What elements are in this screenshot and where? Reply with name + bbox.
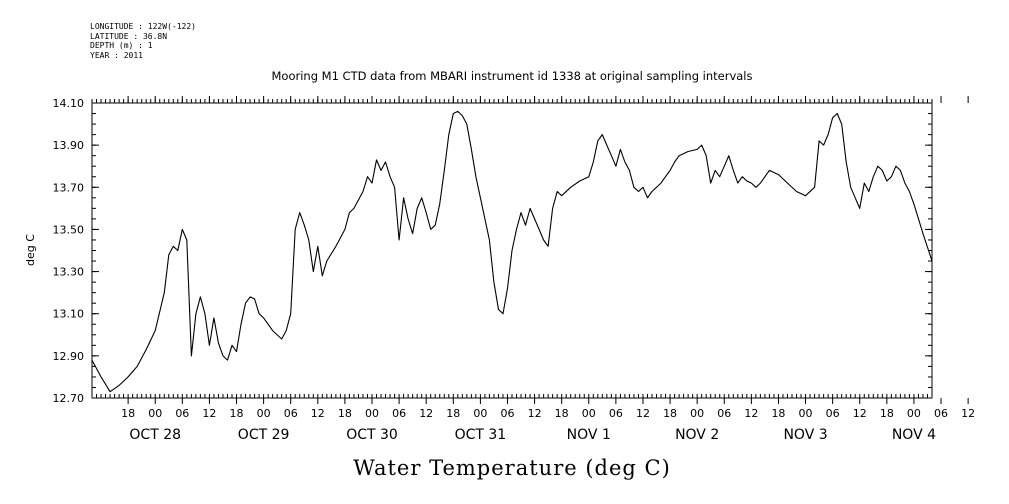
- y-axis-label: deg C: [24, 234, 37, 266]
- x-hour-label: 00: [582, 407, 596, 420]
- x-hour-label: 12: [961, 407, 975, 420]
- depth-label: DEPTH (m) : 1: [90, 41, 153, 50]
- x-date-label: OCT 31: [455, 427, 507, 443]
- x-hour-label: 06: [284, 407, 298, 420]
- y-tick-label: 14.10: [53, 97, 85, 110]
- x-hour-label: 18: [555, 407, 569, 420]
- x-hour-label: 12: [528, 407, 542, 420]
- longitude-label: LONGITUDE : 122W(-122): [90, 22, 196, 31]
- year-label: YEAR : 2011: [90, 50, 143, 60]
- x-hour-label: 00: [799, 407, 813, 420]
- x-hour-label: 12: [744, 407, 758, 420]
- x-date-label: NOV 3: [783, 427, 827, 443]
- x-hour-label: 06: [392, 407, 406, 420]
- x-hour-label: 18: [771, 407, 785, 420]
- x-hour-label: 12: [202, 407, 216, 420]
- y-tick-label: 12.90: [53, 350, 85, 363]
- x-hour-label: 06: [609, 407, 623, 420]
- x-hour-label: 06: [826, 407, 840, 420]
- x-hour-label: 00: [365, 407, 379, 420]
- latitude-label: LATITUDE : 36.8N: [90, 31, 168, 41]
- x-hour-label: 00: [257, 407, 271, 420]
- x-hour-label: 18: [121, 407, 135, 420]
- x-hour-label: 12: [853, 407, 867, 420]
- x-hour-label: 18: [663, 407, 677, 420]
- x-hour-label: 06: [717, 407, 731, 420]
- x-hour-label: 06: [500, 407, 514, 420]
- x-hour-label: 00: [473, 407, 487, 420]
- x-hour-label: 18: [880, 407, 894, 420]
- x-hour-label: 06: [934, 407, 948, 420]
- x-hour-label: 00: [148, 407, 162, 420]
- y-tick-label: 12.70: [53, 392, 85, 405]
- y-tick-label: 13.50: [53, 223, 85, 236]
- chart-title: Mooring M1 CTD data from MBARI instrumen…: [272, 69, 753, 83]
- x-date-label: OCT 28: [129, 427, 181, 443]
- x-hour-label: 18: [230, 407, 244, 420]
- x-date-label: NOV 4: [892, 427, 936, 443]
- axes: 12.70 12.90 13.10 13.30 13.50 13.70 13.90 14.10…: [53, 96, 975, 443]
- x-date-label: OCT 30: [346, 427, 398, 443]
- y-tick-label: 13.70: [53, 181, 85, 194]
- temperature-series-line: [91, 110, 933, 393]
- x-hour-label: 12: [311, 407, 325, 420]
- x-hour-label: 18: [446, 407, 460, 420]
- y-tick-label: 13.10: [53, 308, 85, 321]
- series-layer: [91, 110, 933, 393]
- x-hour-label: 06: [175, 407, 189, 420]
- x-date-label: NOV 1: [567, 427, 611, 443]
- x-date-label: NOV 2: [675, 427, 719, 443]
- y-tick-label: 13.90: [53, 139, 85, 152]
- header-meta: LONGITUDE : 122W(-122) LATITUDE : 36.8N …: [90, 22, 196, 60]
- y-tick-label: 13.30: [53, 266, 85, 279]
- x-hour-label: 18: [338, 407, 352, 420]
- x-date-label: OCT 29: [238, 427, 290, 443]
- x-hour-label: 12: [636, 407, 650, 420]
- x-axis-label: Water Temperature (deg C): [353, 456, 671, 480]
- x-hour-label: 00: [907, 407, 921, 420]
- x-hour-label: 12: [419, 407, 433, 420]
- x-hour-label: 00: [690, 407, 704, 420]
